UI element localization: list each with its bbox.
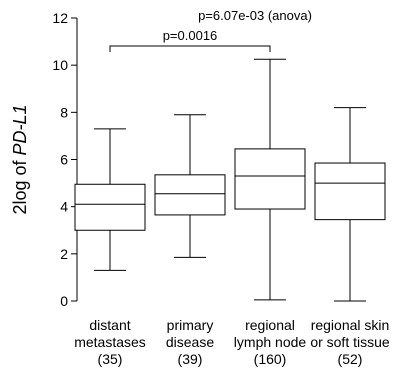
- y-tick-label: 2: [60, 246, 68, 262]
- category-label: regional skin: [311, 317, 390, 333]
- anova-pvalue: p=6.07e-03 (anova): [198, 8, 312, 23]
- annotations: p=6.07e-03 (anova) p=0.0016: [109, 8, 312, 52]
- category-label: (39): [178, 351, 203, 367]
- category-label: metastases: [74, 334, 146, 350]
- boxes: [74, 58, 386, 302]
- y-axis-label: 2log of PD-L1: [10, 104, 30, 214]
- category-label: primary: [167, 317, 214, 333]
- box-2: [234, 58, 306, 301]
- y-tick-label: 6: [60, 152, 68, 168]
- y-axis-label-prefix: 2log of: [10, 155, 30, 214]
- box-0: [74, 128, 146, 271]
- category-label: (35): [98, 351, 123, 367]
- pair-bracket: [109, 45, 271, 52]
- y-tick-label: 10: [52, 57, 68, 73]
- y-tick-label: 12: [52, 10, 68, 26]
- y-tick-label: 8: [60, 104, 68, 120]
- category-label: or soft tissue: [310, 334, 390, 350]
- iqr-box: [154, 174, 226, 216]
- category-label: lymph node: [234, 334, 307, 350]
- iqr-box: [74, 183, 146, 231]
- iqr-box: [234, 148, 306, 210]
- pair-pvalue: p=0.0016: [163, 28, 218, 43]
- box-3: [314, 107, 386, 302]
- y-tick-label: 4: [60, 199, 68, 215]
- category-label: (52): [338, 351, 363, 367]
- y-axis: 0 2 4 6 8 10 12: [52, 10, 78, 309]
- y-axis-label-gene: PD-L1: [10, 104, 30, 155]
- category-label: disease: [166, 334, 214, 350]
- category-label: distant: [89, 317, 130, 333]
- category-label: regional: [245, 317, 295, 333]
- y-tick-label: 0: [60, 293, 68, 309]
- category-label: (160): [254, 351, 287, 367]
- iqr-box: [314, 162, 386, 221]
- box-1: [154, 114, 226, 258]
